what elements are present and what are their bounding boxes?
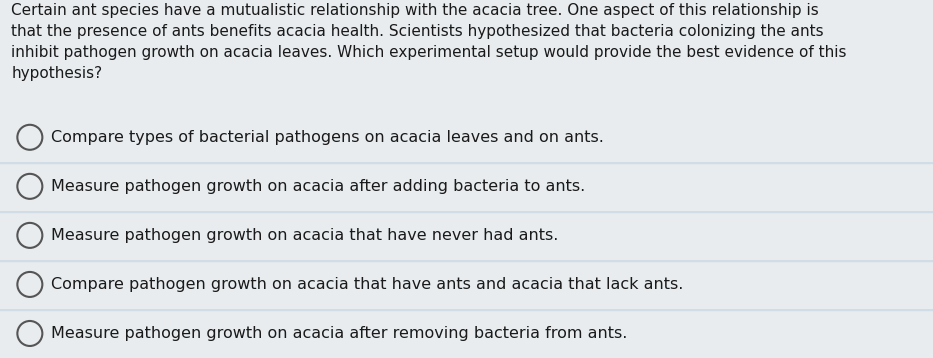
Text: Measure pathogen growth on acacia that have never had ants.: Measure pathogen growth on acacia that h…	[51, 228, 559, 243]
Text: Compare pathogen growth on acacia that have ants and acacia that lack ants.: Compare pathogen growth on acacia that h…	[51, 277, 684, 292]
Text: Measure pathogen growth on acacia after adding bacteria to ants.: Measure pathogen growth on acacia after …	[51, 179, 586, 194]
Text: Measure pathogen growth on acacia after removing bacteria from ants.: Measure pathogen growth on acacia after …	[51, 326, 628, 341]
Text: Compare types of bacterial pathogens on acacia leaves and on ants.: Compare types of bacterial pathogens on …	[51, 130, 605, 145]
Text: Certain ant species have a mutualistic relationship with the acacia tree. One as: Certain ant species have a mutualistic r…	[11, 3, 846, 81]
